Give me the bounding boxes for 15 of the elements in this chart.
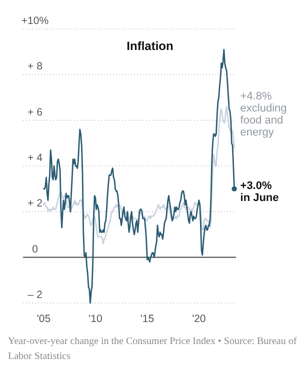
text: Year-over-year change in the Consumer Price Index • Source: Bureau of Labor Statistics <box>8 335 298 364</box>
annotation: +4.8% excluding food and energy <box>240 90 287 139</box>
x-tick-label: '10 <box>88 313 102 325</box>
y-tick-label: + 8 <box>28 60 43 73</box>
y-tick-label: + 2 <box>28 198 43 210</box>
y-tick-label: + 6 <box>28 106 43 118</box>
x-tick-label: '05 <box>36 313 51 325</box>
x-tick-label: '15 <box>140 313 154 325</box>
y-tick-label: + 4 <box>28 152 43 164</box>
x-tick-label: '20 <box>192 313 206 325</box>
y-tick-label: 0 <box>32 243 38 256</box>
annotation: +3.0% in June <box>240 180 279 204</box>
text: Inflation <box>126 39 174 53</box>
y-tick-label: +10% <box>21 15 49 27</box>
y-tick-label: – 2 <box>28 289 42 301</box>
